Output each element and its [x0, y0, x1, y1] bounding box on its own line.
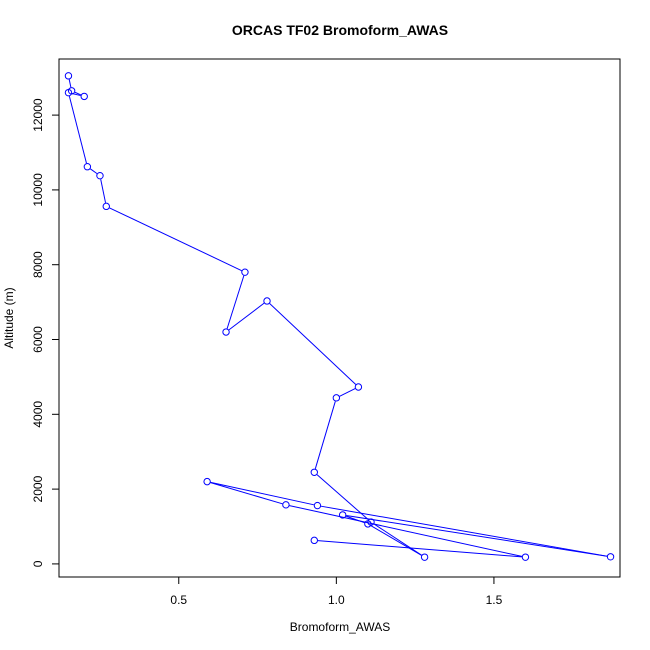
- y-tick-label: 12000: [31, 98, 45, 132]
- series-line-segment: [74, 91, 82, 96]
- plot-frame: [58, 58, 621, 578]
- y-axis-label: Altitude (m): [2, 287, 16, 348]
- series-line-segment: [226, 275, 245, 329]
- data-point: [364, 520, 372, 528]
- series-line-segment: [373, 523, 422, 556]
- x-tick-label: 1.0: [328, 593, 345, 607]
- y-tick-label: 8000: [31, 251, 45, 278]
- series-line-segment: [317, 540, 522, 558]
- data-point: [606, 553, 615, 561]
- data-point: [203, 477, 211, 486]
- series-line-segment: [68, 79, 72, 88]
- data-point: [80, 92, 88, 101]
- series-line-segment: [100, 179, 107, 203]
- series-line-segment: [109, 207, 242, 272]
- series-line-segment: [316, 474, 369, 521]
- series-line-segment: [228, 302, 265, 331]
- series-line-segment: [339, 388, 356, 397]
- y-tick-label: 2000: [31, 475, 45, 502]
- data-point: [310, 468, 318, 476]
- series-line-segment: [269, 303, 357, 385]
- data-point: [332, 394, 341, 402]
- series-line-segment: [90, 168, 98, 175]
- x-axis: 0.5 1.0 1.5: [170, 577, 503, 607]
- x-axis-label: Bromoform_AWAS: [290, 620, 390, 634]
- data-point: [521, 553, 530, 561]
- data-point: [263, 297, 271, 305]
- data-point: [313, 501, 322, 510]
- data-point: [64, 88, 73, 97]
- data-point: [64, 72, 73, 80]
- series-line-segment: [314, 401, 336, 469]
- series-line-segment: [346, 514, 608, 557]
- data-point: [102, 202, 110, 211]
- x-tick-label: 1.5: [486, 593, 503, 607]
- series-line-segment: [289, 505, 523, 557]
- y-axis: 0 2000 4000 6000 8000 10000 12000: [31, 98, 59, 567]
- y-tick-label: 10000: [31, 173, 45, 207]
- series-line-segment: [210, 481, 315, 506]
- data-point: [310, 536, 318, 545]
- data-point: [420, 553, 429, 561]
- series-layer: [64, 72, 615, 561]
- x-tick-label: 0.5: [170, 593, 187, 607]
- y-tick-label: 0: [31, 560, 45, 567]
- y-tick-label: 4000: [31, 401, 45, 428]
- data-point: [222, 328, 230, 336]
- data-point: [83, 163, 92, 171]
- series-line-segment: [68, 96, 87, 164]
- series-line-segment: [370, 525, 422, 556]
- series-line-segment: [210, 482, 283, 505]
- data-point: [282, 501, 290, 509]
- data-point: [96, 171, 104, 180]
- data-point: [354, 383, 363, 391]
- data-point: [241, 268, 249, 276]
- series-line-segment: [320, 505, 608, 557]
- y-tick-label: 6000: [31, 326, 45, 353]
- chart-title: ORCAS TF02 Bromoform_AWAS: [232, 22, 448, 38]
- data-point: [338, 511, 347, 519]
